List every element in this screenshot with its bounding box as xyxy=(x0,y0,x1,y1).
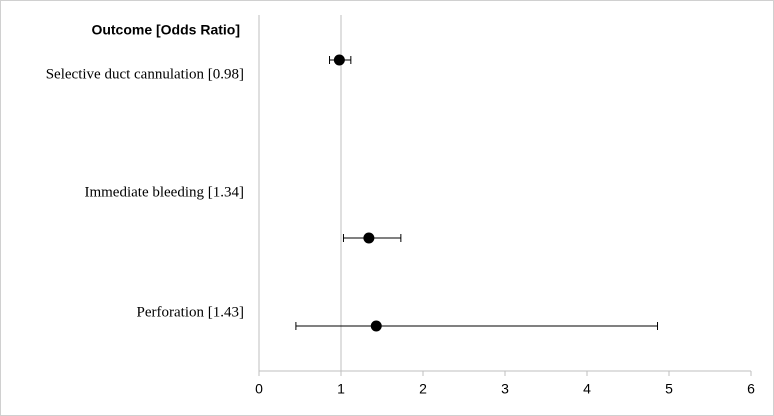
point xyxy=(363,232,375,244)
axis-header: Outcome [Odds Ratio] xyxy=(91,22,240,38)
x-tick-label: 0 xyxy=(255,381,263,397)
point xyxy=(370,320,382,332)
x-tick-label: 2 xyxy=(419,381,427,397)
category-label: Selective duct cannulation [0.98] xyxy=(46,66,244,82)
category-label: Immediate bleeding [1.34] xyxy=(84,184,244,200)
x-tick-label: 1 xyxy=(337,381,345,397)
x-tick-label: 5 xyxy=(665,381,673,397)
point xyxy=(333,54,345,66)
x-tick-label: 3 xyxy=(501,381,509,397)
category-label: Perforation [1.43] xyxy=(137,304,244,320)
x-tick-label: 4 xyxy=(583,381,591,397)
x-tick-label: 6 xyxy=(747,381,755,397)
